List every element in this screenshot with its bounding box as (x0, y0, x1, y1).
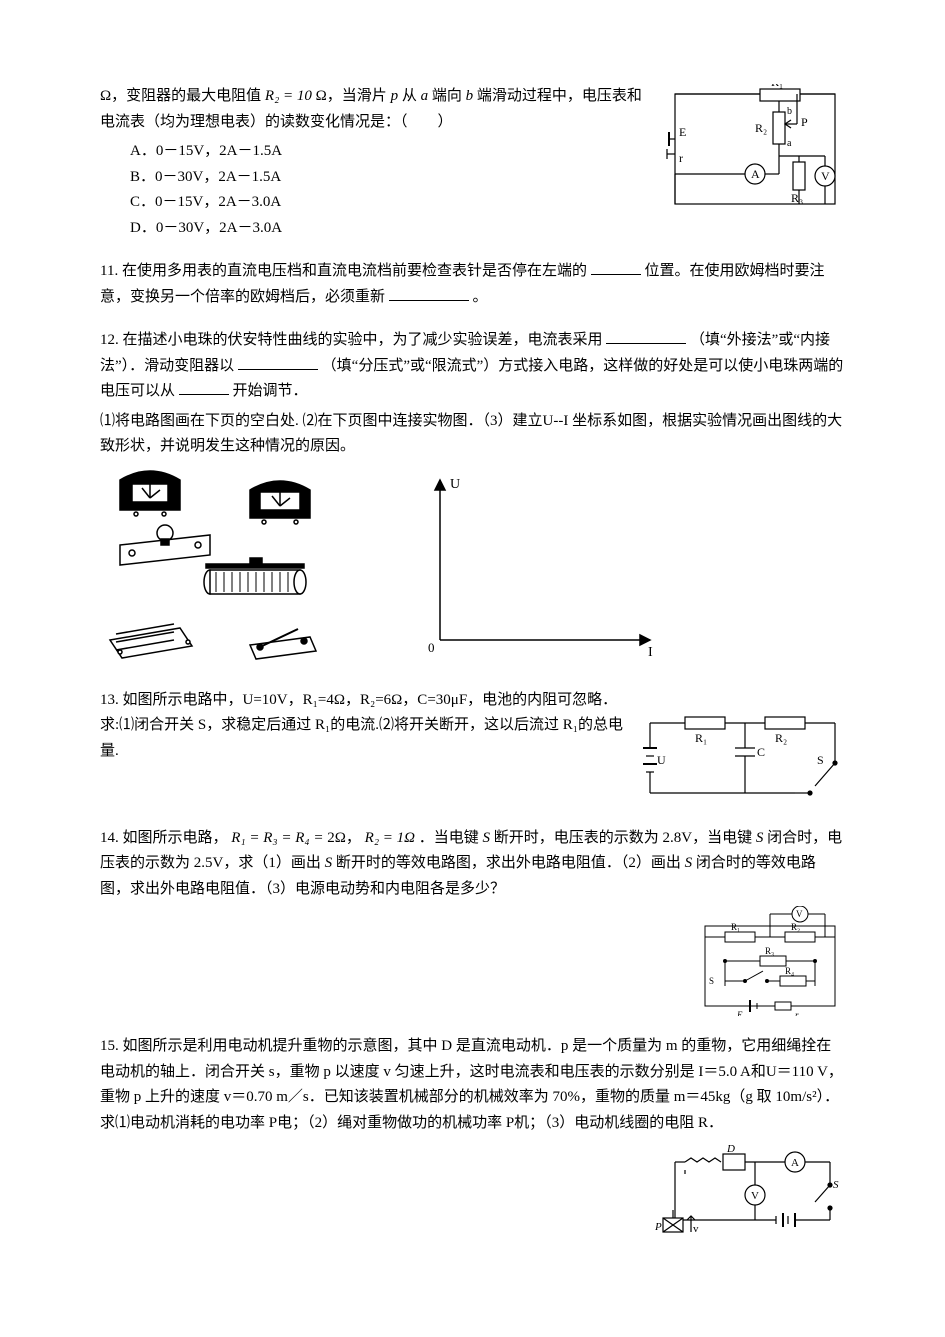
q12-origin: 0 (428, 640, 435, 655)
q14-text-a: 如图所示电路， (123, 830, 228, 846)
question-11: 11. 在使用多用表的直流电压档和直流电流档前要检查表针是否停在左端的 位置。在… (100, 259, 845, 310)
q12-blank-1[interactable] (606, 328, 686, 344)
q13-circuit-figure: U R₁ R₂ C S (635, 708, 845, 808)
label-a: a (787, 138, 792, 149)
q11-text-1: 在使用多用表的直流电压档和直流电流档前要检查表针是否停在左端的 (122, 263, 587, 279)
q15-num: 15. (100, 1038, 119, 1054)
q13-R1: R₁ (695, 731, 707, 745)
q15-circuit-svg: D A V S P v (655, 1140, 845, 1240)
q14-S2: S (756, 830, 764, 846)
q14-R4: R₄ (785, 966, 794, 976)
q14-val1: 2Ω， (327, 830, 361, 846)
q14-S1: S (483, 830, 491, 846)
q14-E: E (736, 1010, 743, 1016)
q11-blank-1[interactable] (591, 259, 641, 275)
q13-stem: 如图所示电路中，U=10V，R₁=4Ω，R₂=6Ω，C=30μF，电池的内阻可忽… (100, 692, 623, 759)
q12-blank-2[interactable] (238, 354, 318, 370)
q14-R2: R₂ (791, 922, 800, 932)
q14-R1: R₁ (731, 922, 740, 932)
q13-num: 13. (100, 692, 119, 708)
q11-text-3: 。 (473, 289, 488, 305)
q12-blank-3[interactable] (179, 379, 229, 395)
q10-p: p (391, 88, 399, 104)
question-13: U R₁ R₂ C S 13. 如图所示电路中，U=10V，R₁=4Ω，R₂=6… (100, 688, 845, 808)
q10-text-c: 从 (402, 88, 417, 104)
q13-U: U (657, 753, 666, 767)
q10-text-a: Ω，变阻器的最大电阻值 (100, 88, 261, 104)
q14-formula: R₁ = R₃ = R₄ = (231, 830, 323, 846)
q14-V: V (796, 909, 803, 919)
q10-circuit-figure: E r R₁ R₂ P a b A R₃ V (665, 84, 845, 214)
q13-circuit-svg: U R₁ R₂ C S (635, 708, 845, 808)
q11-blank-2[interactable] (389, 285, 469, 301)
q10-text-d: 端向 (432, 88, 462, 104)
label-V: V (821, 169, 830, 183)
question-15: 15. 如图所示是利用电动机提升重物的示意图，其中 D 是直流电动机．p 是一个… (100, 1034, 845, 1240)
q14-num: 14. (100, 830, 119, 846)
label-R2: R₂ (755, 121, 767, 135)
q10-b: b (466, 88, 474, 104)
question-10: E r R₁ R₂ P a b A R₃ V Ω，变阻器的最大电阻值 R₂ = … (100, 84, 845, 241)
q13-R2: R₂ (775, 731, 787, 745)
question-12: 12. 在描述小电珠的伏安特性曲线的实验中，为了减少实验误差，电流表采用 （填“… (100, 328, 845, 670)
q15-P: P (655, 1221, 662, 1233)
q15-D: D (726, 1143, 735, 1155)
q14-text-b: ．当电键 (419, 830, 479, 846)
q15-S: S (833, 1179, 839, 1191)
q12-num: 12. (100, 332, 119, 348)
label-A: A (751, 167, 760, 181)
q14-text-e: 断开时的等效电路图，求出外电路电阻值．（2）画出 (336, 855, 681, 871)
q14-circuit-svg: V R₁ R₂ R₃ R₄ S E r (695, 906, 845, 1016)
q15-A: A (791, 1157, 799, 1169)
q10-text-b: Ω，当滑片 (316, 88, 387, 104)
label-R3: R₃ (791, 191, 803, 205)
q14-formula2: R₂ = 1Ω (365, 830, 415, 846)
q14-S4: S (685, 855, 693, 871)
label-E: E (679, 125, 686, 139)
q12-figure-row: U I 0 (100, 470, 845, 670)
q15-v: v (693, 1223, 699, 1235)
q10-a: a (421, 88, 429, 104)
q13-S: S (817, 753, 824, 767)
q10-circuit-svg: E r R₁ R₂ P a b A R₃ V (665, 84, 845, 214)
q10-opt-d: D．0－30V，2A－3.0A (130, 216, 845, 242)
q12-apparatus-svg (100, 470, 360, 670)
q12-text-1: 在描述小电珠的伏安特性曲线的实验中，为了减少实验误差，电流表采用 (123, 332, 603, 348)
q13-C: C (757, 745, 765, 759)
q15-stem: 如图所示是利用电动机提升重物的示意图，其中 D 是直流电动机．p 是一个质量为 … (100, 1038, 843, 1131)
q12-xlabel: I (648, 645, 653, 660)
q12-subquestions: ⑴将电路图画在下页的空白处. ⑵在下页图中连接实物图．（3）建立U--I 坐标系… (100, 409, 845, 460)
q12-graph: U I 0 (400, 470, 660, 670)
label-b: b (787, 106, 792, 117)
q12-graph-svg: U I 0 (400, 470, 660, 670)
label-r: r (679, 151, 683, 165)
q14-r: r (795, 1010, 799, 1016)
q15-circuit-figure: D A V S P v (655, 1140, 845, 1240)
q14-R3: R₃ (765, 946, 774, 956)
question-14: 14. 如图所示电路， R₁ = R₃ = R₄ = 2Ω， R₂ = 1Ω ．… (100, 826, 845, 1017)
label-P: P (801, 115, 808, 129)
q10-formula: R₂ = 10 (265, 88, 312, 104)
q15-V: V (751, 1190, 759, 1202)
q12-apparatus (100, 470, 360, 670)
label-R1: R₁ (771, 84, 783, 89)
q12-text-4: 开始调节． (233, 383, 308, 399)
q12-ylabel: U (450, 477, 460, 492)
q14-text-c: 断开时，电压表的示数为 2.8V，当电键 (494, 830, 752, 846)
q14-Slabel: S (709, 976, 714, 986)
q11-num: 11. (100, 263, 118, 279)
q14-S3: S (325, 855, 333, 871)
q14-circuit-figure: V R₁ R₂ R₃ R₄ S E r (695, 906, 845, 1016)
